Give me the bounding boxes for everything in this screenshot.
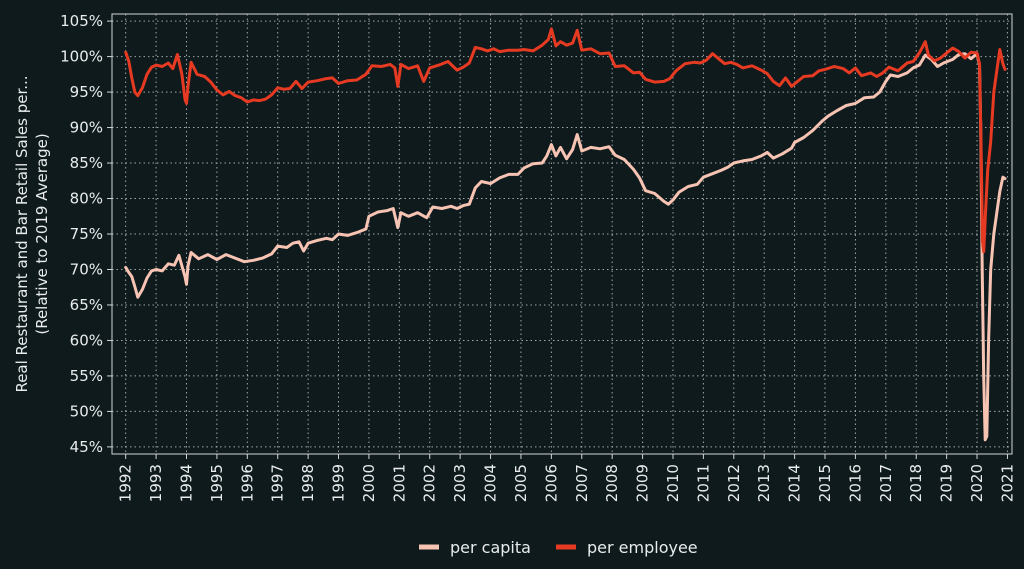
y-axis: 45% 50% 55% 60% 65% 70% 75% 80% 85% 90% 95% 100% 105… bbox=[60, 12, 112, 456]
x-axis: 1992 1993 1994 1995 1996 1997 1998 1999 2000 2001… bbox=[117, 454, 1016, 502]
x-tick-label: 2006 bbox=[542, 464, 560, 502]
x-tick-label: 1996 bbox=[238, 464, 256, 502]
y-axis-title-line1: Real Restaurant and Bar Retail Sales per… bbox=[13, 75, 31, 392]
y-tick-label: 80% bbox=[70, 190, 103, 208]
y-tick-label: 95% bbox=[70, 83, 103, 101]
legend-label-per-employee: per employee bbox=[587, 538, 698, 557]
series-line-per-capita bbox=[124, 52, 1007, 442]
y-tick-label: 75% bbox=[70, 225, 103, 243]
x-tick-label: 2010 bbox=[664, 464, 682, 502]
x-tick-label: 2001 bbox=[390, 464, 408, 502]
x-tick-label: 1997 bbox=[269, 464, 287, 502]
x-tick-label: 2013 bbox=[755, 464, 773, 502]
y-tick-label: 55% bbox=[70, 367, 103, 385]
y-tick-label: 70% bbox=[70, 260, 103, 278]
x-tick-label: 2005 bbox=[512, 464, 530, 502]
y-tick-label: 105% bbox=[60, 12, 103, 30]
x-tick-label: 2008 bbox=[603, 464, 621, 502]
x-tick-label: 2003 bbox=[451, 464, 469, 502]
x-tick-label: 2002 bbox=[421, 464, 439, 502]
y-tick-label: 90% bbox=[70, 119, 103, 137]
y-tick-label: 50% bbox=[70, 402, 103, 420]
x-tick-label: 2019 bbox=[938, 464, 956, 502]
series-line-per-employee bbox=[124, 27, 1007, 254]
x-tick-label: 2018 bbox=[907, 464, 925, 502]
x-tick-label: 1993 bbox=[147, 464, 165, 502]
legend-label-per-capita: per capita bbox=[450, 538, 531, 557]
grid bbox=[112, 14, 1012, 454]
x-tick-label: 2004 bbox=[482, 464, 500, 502]
x-tick-label: 2020 bbox=[968, 464, 986, 502]
y-tick-label: 45% bbox=[70, 438, 103, 456]
x-tick-label: 2016 bbox=[846, 464, 864, 502]
y-tick-label: 65% bbox=[70, 296, 103, 314]
series-lines bbox=[124, 27, 1007, 442]
y-tick-label: 85% bbox=[70, 154, 103, 172]
x-tick-label: 1999 bbox=[330, 464, 348, 502]
x-tick-label: 1992 bbox=[117, 464, 135, 502]
x-tick-label: 2007 bbox=[573, 464, 591, 502]
y-tick-label: 60% bbox=[70, 331, 103, 349]
y-axis-title-line2: (Relative to 2019 Average) bbox=[33, 133, 51, 334]
x-tick-label: 2014 bbox=[786, 464, 804, 502]
y-tick-label: 100% bbox=[60, 48, 103, 66]
legend: per capita per employee bbox=[419, 538, 698, 557]
x-tick-label: 1994 bbox=[177, 464, 195, 502]
x-tick-label: 2021 bbox=[998, 464, 1016, 502]
x-tick-label: 1995 bbox=[208, 464, 226, 502]
y-axis-title: Real Restaurant and Bar Retail Sales per… bbox=[13, 75, 51, 392]
x-tick-label: 2011 bbox=[694, 464, 712, 502]
x-tick-label: 2015 bbox=[816, 464, 834, 502]
x-tick-label: 2009 bbox=[634, 464, 652, 502]
x-tick-label: 2012 bbox=[725, 464, 743, 502]
x-tick-label: 2017 bbox=[877, 464, 895, 502]
x-tick-label: 1998 bbox=[299, 464, 317, 502]
x-tick-label: 2000 bbox=[360, 464, 378, 502]
